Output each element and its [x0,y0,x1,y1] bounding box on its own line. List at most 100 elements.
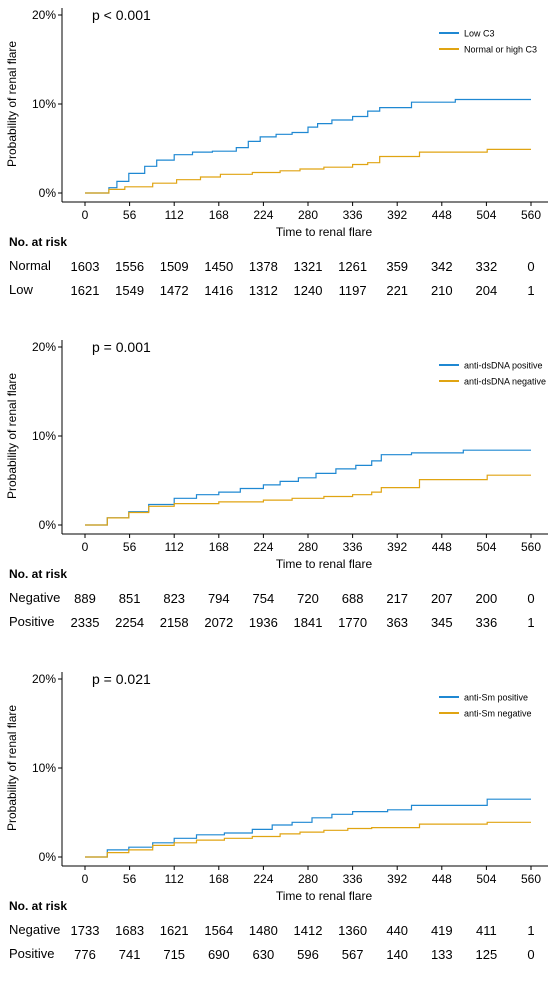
x-tick-label: 56 [123,540,137,554]
risk-table-title: No. at risk [9,235,68,249]
x-tick-label: 448 [432,540,452,554]
risk-count: 690 [207,947,230,962]
km-plot-svg: 0% 10% 20% 0 56 112 168 224 280 336 392 448 504 560 Ti… [5,671,548,903]
x-tick-label: 280 [298,208,318,222]
km-curve-secondary [85,474,531,526]
legend-label: Low C3 [464,29,495,39]
p-value-annotation: p = 0.001 [92,339,151,355]
risk-count: 1770 [338,615,368,630]
x-tick-label: 168 [209,208,229,222]
risk-row-label: Low [9,282,33,297]
risk-count: 0 [527,259,535,274]
km-curve-secondary [85,148,531,194]
risk-count: 125 [475,947,498,962]
risk-count: 1621 [70,283,100,298]
risk-count: 715 [163,947,186,962]
km-panel-dsdna: 0% 10% 20% 0 56 112 168 224 280 336 392 448 504 560 Ti… [0,332,553,652]
x-tick-label: 392 [387,208,407,222]
x-tick-label: 112 [165,208,184,222]
x-tick-label: 336 [343,540,363,554]
x-tick-label: 560 [521,208,541,222]
risk-count: 411 [476,923,497,938]
legend-label: anti-dsDNA positive [464,361,543,371]
risk-count: 359 [386,259,409,274]
risk-count: 1360 [338,923,368,938]
legend-label: Normal or high C3 [464,45,537,55]
risk-count: 1261 [338,259,368,274]
risk-count: 754 [252,591,275,606]
y-tick-label: 10% [32,429,56,443]
risk-count: 140 [386,947,409,962]
risk-count: 204 [475,283,498,298]
risk-count: 1556 [115,259,145,274]
risk-count: 1240 [293,283,323,298]
risk-count: 363 [386,615,409,630]
risk-count: 1841 [293,615,323,630]
x-tick-label: 448 [432,208,452,222]
risk-count: 336 [475,615,498,630]
legend-label: anti-Sm positive [464,693,528,703]
x-tick-label: 560 [521,872,541,886]
y-tick-label: 20% [32,340,56,354]
risk-count: 332 [475,259,498,274]
risk-count: 1603 [70,259,100,274]
risk-count: 207 [430,591,453,606]
risk-row-label: Positive [9,946,55,961]
risk-count: 200 [475,591,498,606]
risk-count: 1 [527,923,535,938]
y-tick-label: 10% [32,97,56,111]
risk-count: 1733 [70,923,100,938]
x-tick-label: 504 [476,208,496,222]
risk-count: 1 [527,283,535,298]
risk-count: 419 [430,923,453,938]
x-axis-label: Time to renal flare [276,889,373,903]
risk-count: 221 [386,283,409,298]
y-axis-label: Probability of renal flare [5,373,19,499]
x-tick-label: 392 [387,872,407,886]
risk-table-title: No. at risk [9,567,68,581]
risk-count: 1683 [115,923,145,938]
x-tick-label: 0 [82,872,89,886]
y-axis-label: Probability of renal flare [5,41,19,167]
risk-count: 1378 [248,259,278,274]
x-tick-label: 336 [343,872,363,886]
risk-count: 596 [297,947,319,962]
risk-count: 776 [74,947,96,962]
risk-count: 567 [341,947,364,962]
y-tick-label: 20% [32,672,56,686]
risk-count: 630 [252,947,275,962]
risk-count: 851 [118,591,141,606]
x-tick-label: 504 [476,872,496,886]
km-plot-svg: 0% 10% 20% 0 56 112 168 224 280 336 392 448 504 560 Ti… [5,7,548,239]
x-tick-label: 392 [387,540,407,554]
x-tick-label: 56 [123,872,137,886]
risk-row-label: Negative [9,922,61,937]
risk-count: 1416 [204,283,234,298]
x-tick-label: 224 [253,208,273,222]
risk-count: 720 [297,591,319,606]
risk-count: 1472 [159,283,189,298]
km-curve-primary [85,449,531,526]
x-tick-label: 112 [165,540,184,554]
y-tick-label: 0% [39,518,57,532]
risk-count: 217 [386,591,409,606]
risk-count: 345 [430,615,453,630]
x-tick-label: 336 [343,208,363,222]
risk-count: 1197 [338,283,367,298]
km-panel-c3: 0% 10% 20% 0 56 112 168 224 280 336 392 448 504 560 Ti… [0,0,553,320]
risk-row-label: Positive [9,614,55,629]
x-tick-label: 224 [253,540,273,554]
x-tick-label: 224 [253,872,273,886]
risk-count: 1312 [248,283,278,298]
risk-count: 0 [527,947,535,962]
risk-count: 342 [430,259,453,274]
risk-count: 2072 [204,615,234,630]
risk-row-label: Normal [9,258,51,273]
x-axis-label: Time to renal flare [276,557,373,571]
x-tick-label: 280 [298,872,318,886]
risk-count: 1450 [204,259,234,274]
risk-count: 133 [430,947,453,962]
p-value-annotation: p < 0.001 [92,7,151,23]
x-tick-label: 0 [82,208,89,222]
risk-count: 1 [527,615,535,630]
